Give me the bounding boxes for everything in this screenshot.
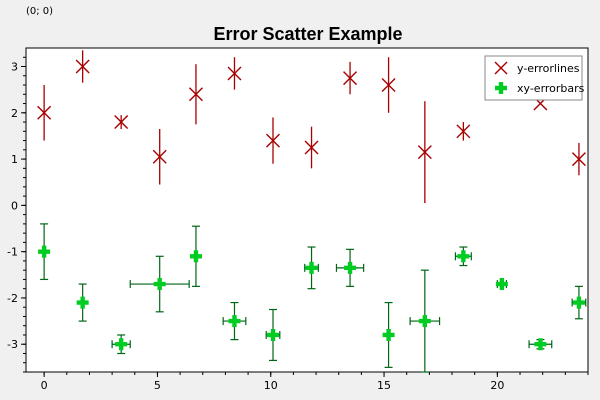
x-tick-label: 10: [264, 379, 278, 392]
data-point-plus: [305, 261, 318, 274]
x-tick-label: 0: [41, 379, 48, 392]
data-point-cross: [227, 66, 242, 81]
data-point-plus: [76, 296, 89, 309]
y-tick-label: -1: [7, 246, 18, 259]
chart-title: Error Scatter Example: [213, 24, 402, 44]
legend: y-errorlines xy-errorbars: [484, 55, 585, 101]
data-point-plus: [495, 278, 508, 291]
legend-label: y-errorlines: [517, 62, 580, 75]
y-tick-label: 0: [11, 199, 18, 212]
x-tick-label: 20: [490, 379, 504, 392]
data-point-cross: [114, 115, 129, 130]
legend-plus-icon: [495, 82, 507, 94]
data-point-cross: [75, 59, 90, 74]
data-point-plus: [189, 250, 202, 263]
plot-area: [25, 47, 589, 373]
coordinate-readout: (0; 0): [26, 6, 54, 17]
data-point-plus: [38, 245, 51, 258]
x-tick-label: 5: [154, 379, 161, 392]
data-point-plus: [572, 296, 585, 309]
data-point-cross: [417, 145, 432, 160]
y-tick-label: 3: [11, 61, 18, 74]
data-point-cross: [304, 140, 319, 155]
series-y-errorlines: [37, 50, 586, 204]
data-point-plus: [153, 278, 166, 291]
data-point-cross: [37, 105, 52, 120]
y-tick-label: 2: [11, 107, 18, 120]
data-point-cross: [343, 71, 358, 86]
data-point-plus: [115, 338, 128, 351]
y-tick-label: -3: [7, 338, 18, 351]
y-tick-label: -2: [7, 292, 18, 305]
data-point-cross: [152, 149, 167, 164]
data-point-cross: [266, 133, 281, 148]
x-tick-label: 15: [377, 379, 391, 392]
y-tick-label: 1: [11, 153, 18, 166]
data-point-plus: [228, 315, 241, 328]
data-point-plus: [344, 261, 357, 274]
series-xy-errorbars: [38, 223, 587, 373]
data-point-plus: [534, 338, 547, 351]
data-point-cross: [456, 124, 471, 139]
data-point-plus: [382, 328, 395, 341]
legend-cross-icon: [494, 61, 508, 75]
data-point-cross: [188, 87, 203, 102]
data-point-plus: [267, 328, 280, 341]
data-point-cross: [381, 78, 396, 93]
legend-label: xy-errorbars: [517, 82, 585, 95]
data-point-plus: [418, 315, 431, 328]
data-point-plus: [457, 250, 470, 263]
data-point-cross: [571, 152, 586, 167]
